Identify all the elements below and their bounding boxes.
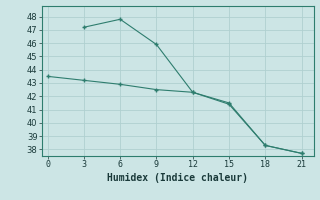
X-axis label: Humidex (Indice chaleur): Humidex (Indice chaleur): [107, 173, 248, 183]
